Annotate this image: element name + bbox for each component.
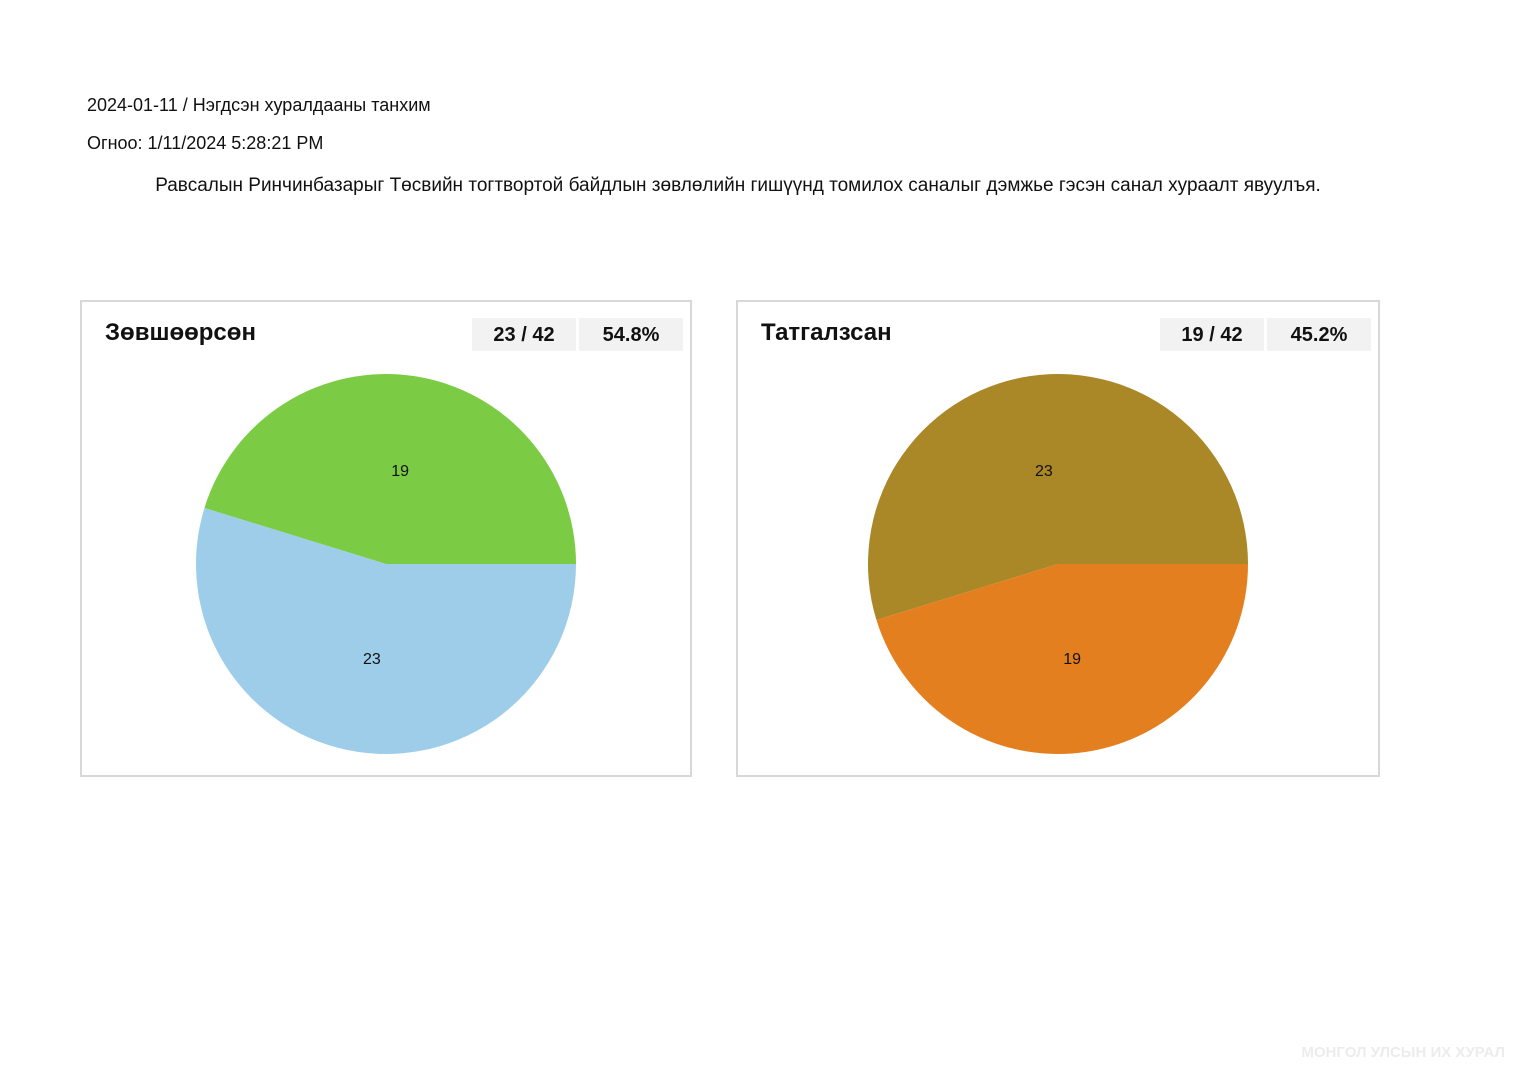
session-info: 2024-01-11 / Нэгдсэн хуралдааны танхим (87, 95, 431, 115)
rejected-percent-badge: 45.2% (1267, 318, 1371, 351)
rejected-pie-chart: 23 19 (868, 374, 1248, 754)
rejected-title: Татгалзсан (761, 319, 892, 346)
approved-count-badge: 23 / 42 (472, 318, 576, 351)
approved-slice-label-2: 23 (363, 651, 381, 668)
rejected-slice-label-2: 19 (1063, 651, 1081, 668)
approved-slice-1 (204, 373, 576, 564)
watermark: МОНГОЛ УЛСЫН ИХ ХУРАЛ (1301, 1044, 1505, 1061)
approved-slice-2 (196, 507, 576, 754)
vote-date: Огноо: 1/11/2024 5:28:21 PM (87, 132, 323, 154)
approved-slice-label-1: 19 (391, 463, 409, 480)
approved-percent-badge: 54.8% (579, 318, 683, 351)
rejected-slice-2 (876, 564, 1248, 754)
rejected-slice-label-1: 23 (1035, 463, 1053, 480)
rejected-slice-1 (868, 374, 1248, 621)
date-value: 1/11/2024 5:28:21 PM (147, 133, 324, 153)
approved-chart-panel: 19 23 Зөвшөөрсөн 23 / 42 54.8% (80, 300, 692, 777)
date-label: Огноо: (87, 133, 143, 153)
approved-title: Зөвшөөрсөн (105, 319, 256, 346)
rejected-chart-panel: 23 19 Татгалзсан 19 / 42 45.2% (736, 300, 1380, 777)
motion-text: Равсалын Ринчинбазарыг Төсвийн тогтворто… (155, 175, 1321, 196)
rejected-count-badge: 19 / 42 (1160, 318, 1264, 351)
